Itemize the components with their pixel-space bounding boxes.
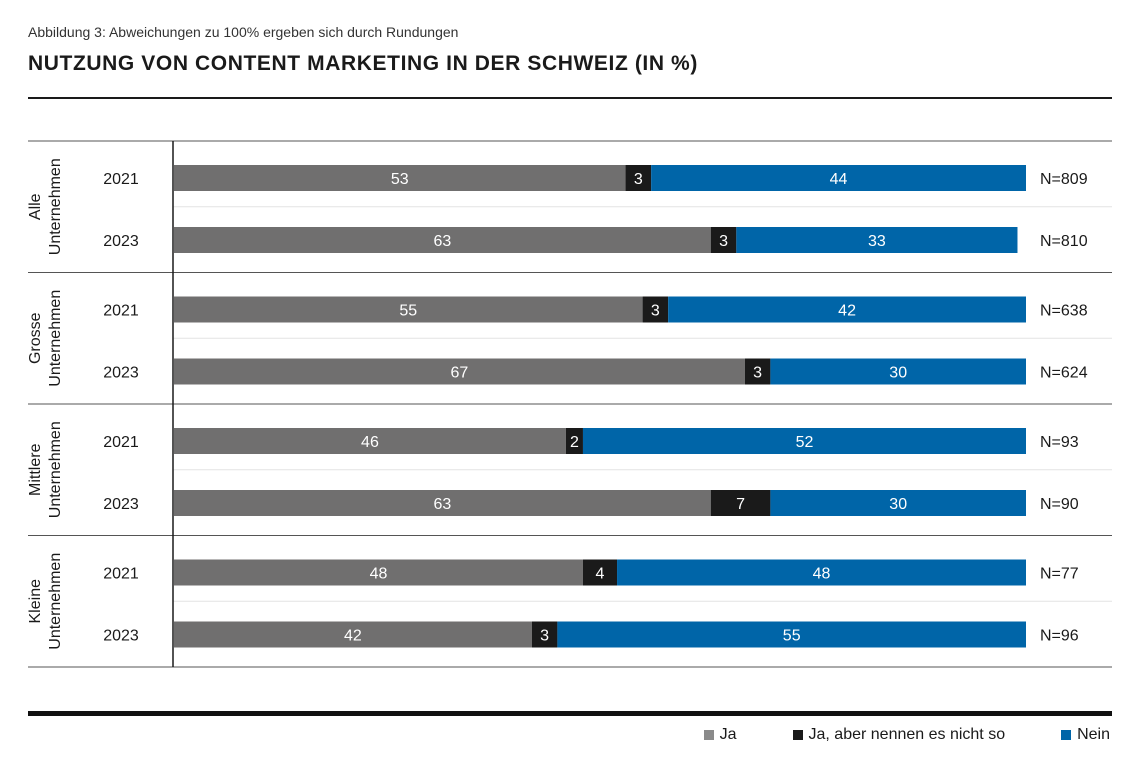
data-label-nein: 42 (838, 303, 856, 320)
data-label-ja-aber: 4 (596, 566, 605, 583)
year-label: 2021 (103, 303, 139, 320)
bar-segment-nein (736, 227, 1018, 253)
group-label: Alle Unternehmen (27, 158, 64, 255)
data-label-ja: 55 (399, 303, 417, 320)
sample-size-label: N=77 (1040, 566, 1079, 583)
data-label-nein: 33 (868, 233, 886, 250)
bar-segment-ja (174, 165, 626, 191)
bar-segment-nein (582, 428, 1026, 454)
data-label-ja-aber: 3 (634, 171, 643, 188)
bar-segment-ja (174, 227, 711, 253)
bar-segment-nein (651, 165, 1026, 191)
legend-item-ja: Ja (703, 726, 737, 744)
group-label-line: Unternehmen (47, 158, 64, 255)
data-label-ja: 53 (391, 171, 409, 188)
group-label-line: Grosse (27, 312, 44, 364)
group-label: Mittlere Unternehmen (27, 421, 64, 518)
year-label: 2021 (103, 171, 139, 188)
data-label-nein: 52 (796, 434, 814, 451)
data-label-nein: 55 (783, 628, 801, 645)
data-label-nein: 30 (889, 496, 907, 513)
bar-segment-ja (174, 490, 711, 516)
bar-segment-ja-aber (582, 559, 618, 586)
data-label-ja-aber: 3 (753, 365, 762, 382)
sample-size-label: N=90 (1040, 496, 1079, 513)
group-label-line: Alle (27, 193, 44, 220)
legend-item-nein: Nein (1061, 726, 1110, 744)
sample-size-label: N=96 (1040, 628, 1079, 645)
bar-segment-ja (174, 621, 532, 648)
bar-segment-nein (770, 358, 1026, 385)
data-label-ja-aber: 2 (570, 434, 579, 451)
data-label-nein: 48 (813, 566, 831, 583)
year-label: 2023 (103, 365, 139, 382)
bar-segment-ja-aber (710, 227, 737, 253)
bar-segment-nein (557, 621, 1026, 648)
data-label-ja-aber: 7 (736, 496, 745, 513)
group-label-line: Kleine (27, 579, 44, 624)
group-label: Kleine Unternehmen (27, 553, 64, 650)
legend-swatch-ja (703, 730, 714, 740)
data-label-ja: 46 (361, 434, 379, 451)
bar-segment-ja-aber (531, 621, 558, 648)
data-label-ja: 63 (433, 233, 451, 250)
bar-segment-ja-aber (710, 490, 771, 516)
bar-segment-nein (668, 296, 1026, 323)
legend-swatch-ja-aber (792, 730, 803, 740)
data-label-nein: 30 (889, 365, 907, 382)
sample-size-label: N=624 (1040, 365, 1088, 382)
year-label: 2023 (103, 628, 139, 645)
sample-size-label: N=638 (1040, 303, 1088, 320)
group-label-line: Unternehmen (47, 290, 64, 387)
legend-label-ja-aber: Ja, aber nennen es nicht so (808, 726, 1006, 743)
bar-segment-ja (174, 428, 566, 454)
bar-segment-ja (174, 559, 583, 586)
year-label: 2023 (103, 233, 139, 250)
sample-size-label: N=810 (1040, 233, 1088, 250)
bar-segment-ja (174, 358, 745, 385)
bar-segment-nein (770, 490, 1026, 516)
bar-segment-ja (174, 296, 643, 323)
data-label-ja-aber: 3 (651, 303, 660, 320)
data-label-ja: 67 (451, 365, 469, 382)
year-label: 2021 (103, 566, 139, 583)
legend: Ja Ja, aber nennen es nicht so Nein (648, 726, 1110, 744)
group-label-line: Unternehmen (47, 553, 64, 650)
data-label-ja-aber: 3 (719, 233, 728, 250)
bar-segment-ja-aber (565, 428, 583, 454)
bar-segment-ja-aber (744, 358, 771, 385)
data-label-ja: 63 (433, 496, 451, 513)
sample-size-label: N=809 (1040, 171, 1088, 188)
title-divider (28, 97, 1112, 99)
sample-size-label: N=93 (1040, 434, 1079, 451)
bar-segment-ja-aber (642, 296, 669, 323)
legend-swatch-nein (1061, 730, 1072, 740)
group-label-line: Mittlere (27, 443, 44, 496)
group-label-line: Unternehmen (47, 421, 64, 518)
year-label: 2021 (103, 434, 139, 451)
bar-segment-nein (617, 559, 1026, 586)
legend-label-ja: Ja (719, 726, 737, 743)
data-label-nein: 44 (830, 171, 848, 188)
legend-label-nein: Nein (1077, 726, 1110, 743)
group-label: Grosse Unternehmen (27, 290, 64, 387)
chart-title: NUTZUNG VON CONTENT MARKETING IN DER SCH… (28, 52, 698, 75)
footer-divider (28, 711, 1112, 716)
data-label-ja: 42 (344, 628, 362, 645)
figure-caption: Abbildung 3: Abweichungen zu 100% ergebe… (28, 24, 459, 40)
data-label-ja-aber: 3 (540, 628, 549, 645)
year-label: 2023 (103, 496, 139, 513)
bar-segment-ja-aber (625, 165, 652, 191)
data-label-ja: 48 (370, 566, 388, 583)
legend-item-ja-aber: Ja, aber nennen es nicht so (792, 726, 1006, 744)
